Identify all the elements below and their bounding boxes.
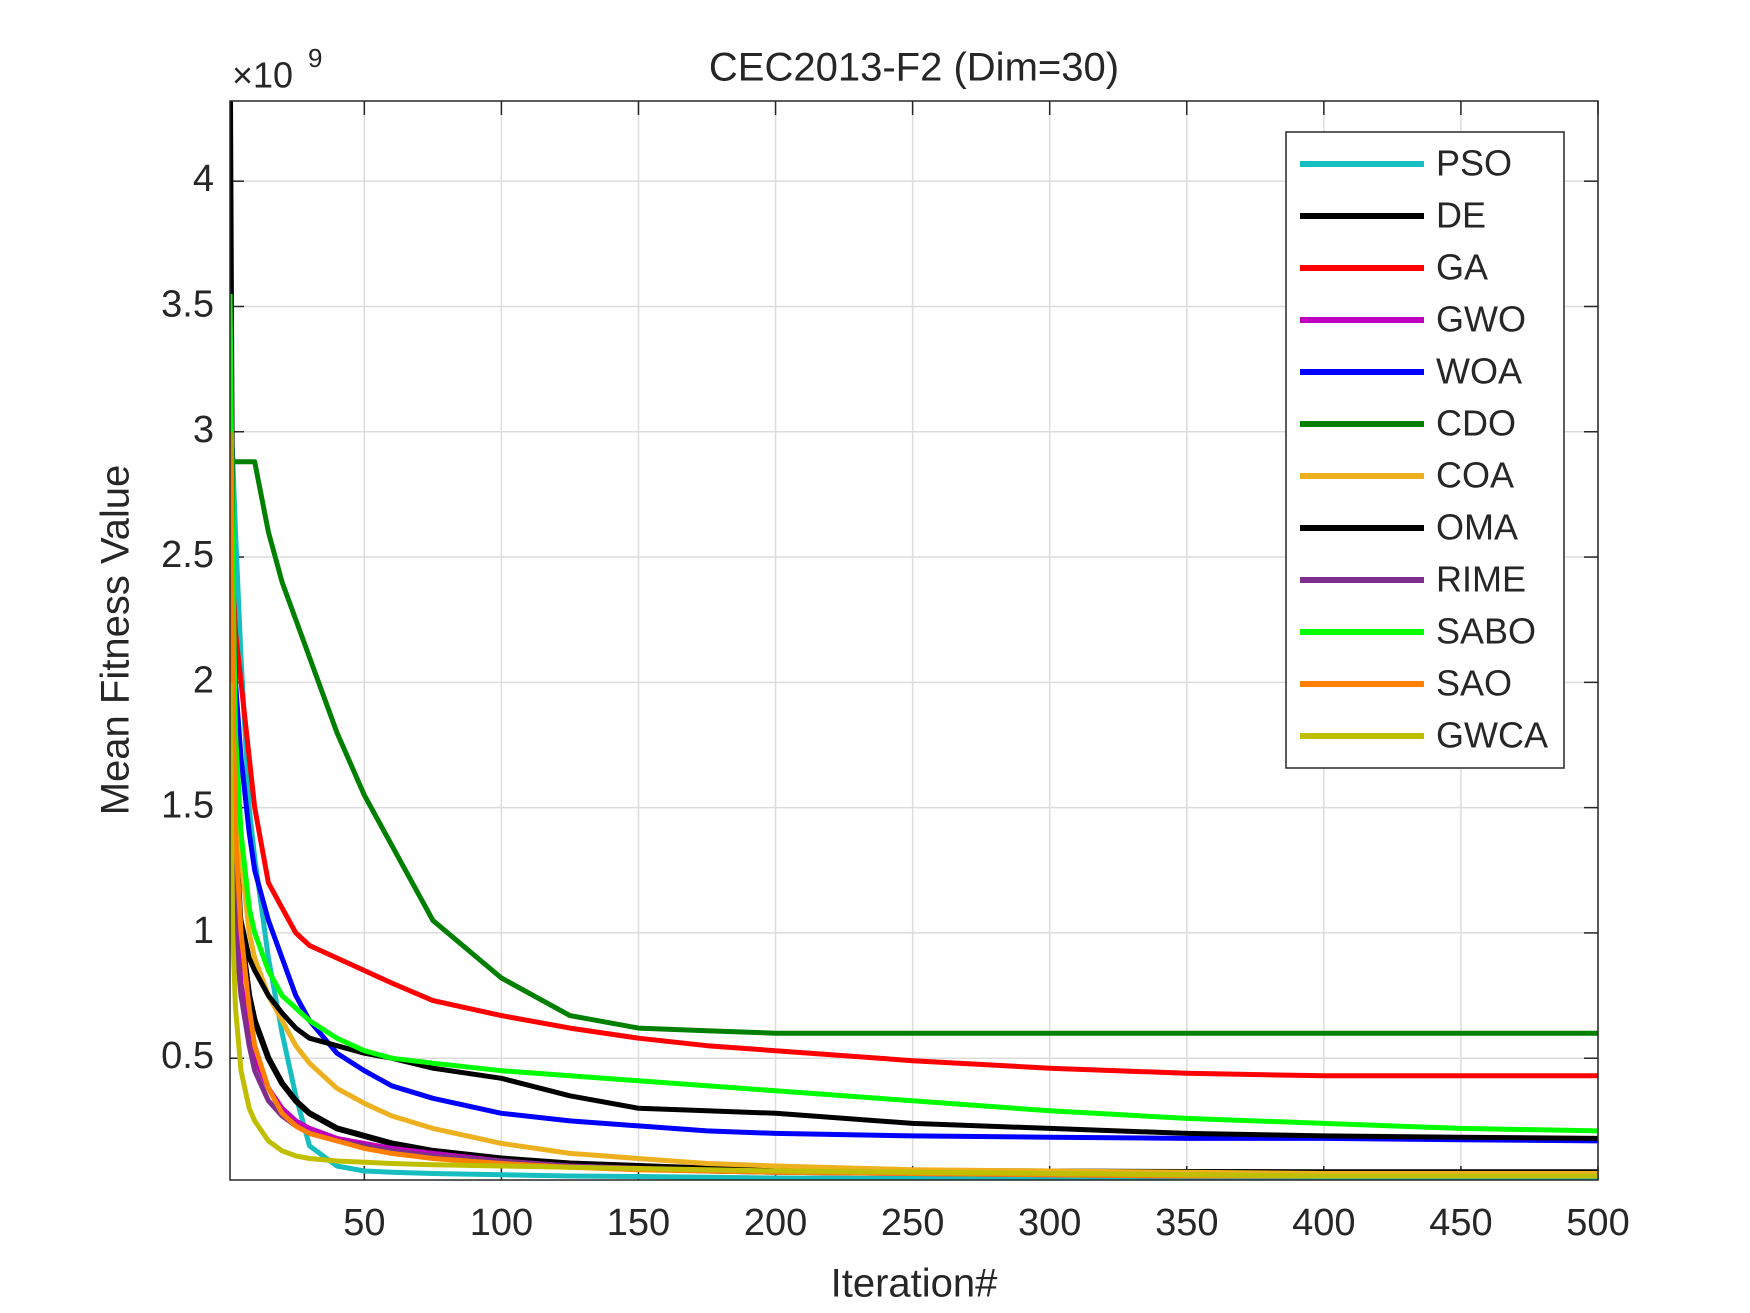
legend-label: GWO bbox=[1436, 299, 1526, 340]
x-tick-label: 300 bbox=[1018, 1202, 1081, 1244]
y-tick-label: 1.5 bbox=[161, 785, 214, 827]
legend-label: GA bbox=[1436, 247, 1488, 288]
series-line bbox=[230, 459, 1598, 1036]
legend-box bbox=[1285, 131, 1565, 769]
legend-label: SABO bbox=[1436, 611, 1536, 652]
series-line bbox=[230, 506, 1598, 1079]
x-tick-label: 350 bbox=[1155, 1202, 1218, 1244]
y-tick-label: 1 bbox=[193, 910, 214, 952]
legend-label: RIME bbox=[1436, 559, 1526, 600]
legend-label: PSO bbox=[1436, 143, 1512, 184]
legend-label: OMA bbox=[1436, 507, 1518, 548]
chart-title: CEC2013-F2 (Dim=30) bbox=[709, 46, 1119, 90]
x-tick-label: 250 bbox=[881, 1202, 944, 1244]
legend-label: GWCA bbox=[1436, 715, 1548, 756]
plot-frame bbox=[229, 100, 1599, 1181]
series-line bbox=[230, 406, 1598, 1180]
y-axis-label: Mean Fitness Value bbox=[94, 465, 138, 816]
y-tick-label: 0.5 bbox=[161, 1035, 214, 1077]
x-tick-label: 150 bbox=[607, 1202, 670, 1244]
y-tick-label: 3 bbox=[193, 409, 214, 451]
legend-label: DE bbox=[1436, 195, 1486, 236]
legend-label: CDO bbox=[1436, 403, 1516, 444]
y-multiplier: ×10 bbox=[232, 55, 293, 96]
x-tick-label: 450 bbox=[1429, 1202, 1492, 1244]
y-tick-label: 2 bbox=[193, 659, 214, 701]
y-tick-label: 2.5 bbox=[161, 534, 214, 576]
legend-label: SAO bbox=[1436, 663, 1512, 704]
x-axis-label: Iteration# bbox=[831, 1262, 999, 1306]
x-tick-label: 400 bbox=[1292, 1202, 1355, 1244]
legend-label: COA bbox=[1436, 455, 1514, 496]
x-tick-label: 200 bbox=[744, 1202, 807, 1244]
legend-label: WOA bbox=[1436, 351, 1522, 392]
x-tick-label: 100 bbox=[470, 1202, 533, 1244]
series-line bbox=[230, 293, 1598, 1134]
y-multiplier-exponent: 9 bbox=[308, 43, 322, 73]
series-line bbox=[230, 682, 1598, 1179]
x-tick-label: 50 bbox=[343, 1202, 385, 1244]
x-tick-label: 500 bbox=[1566, 1202, 1629, 1244]
y-tick-label: 4 bbox=[193, 158, 214, 200]
series-line bbox=[230, 481, 1598, 1144]
y-tick-label: 3.5 bbox=[161, 284, 214, 326]
